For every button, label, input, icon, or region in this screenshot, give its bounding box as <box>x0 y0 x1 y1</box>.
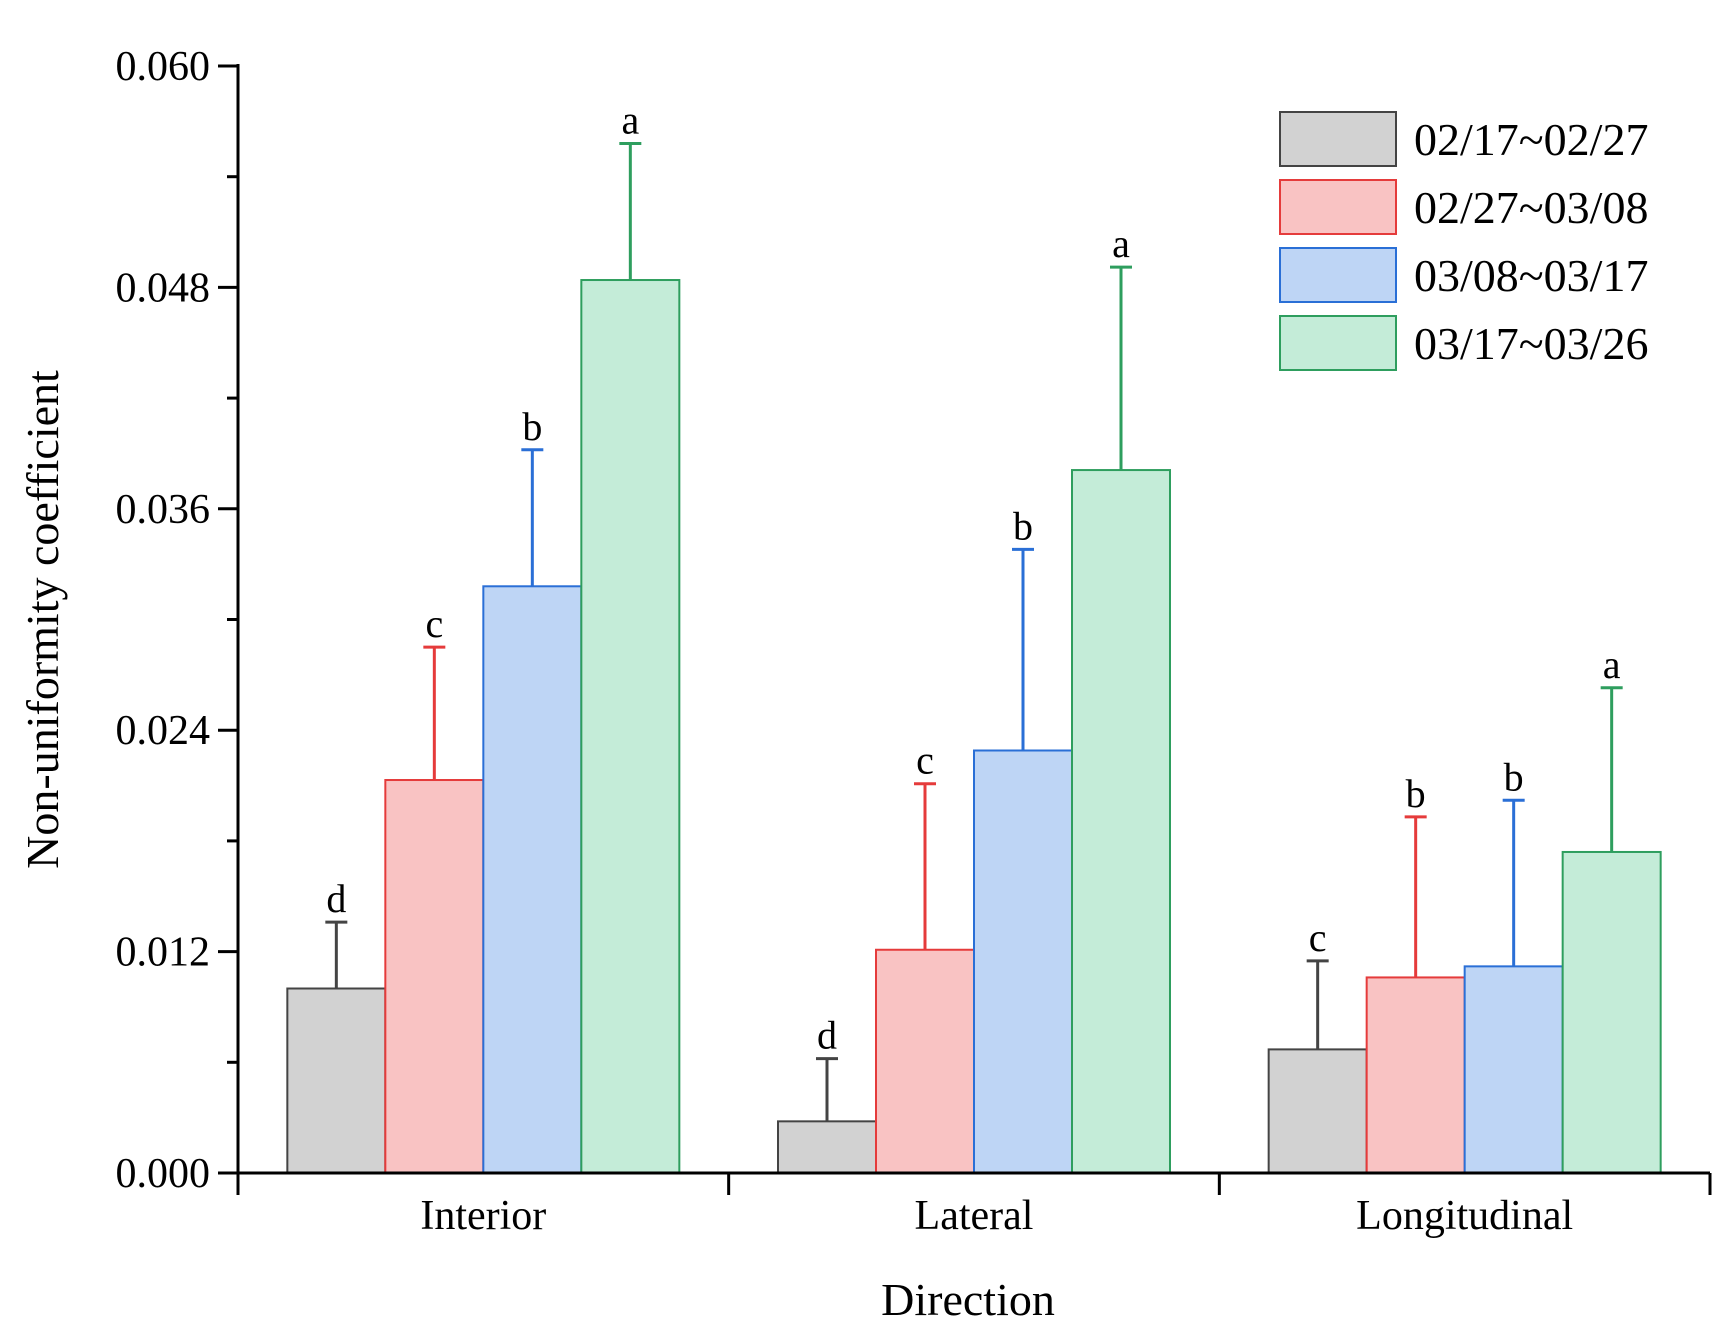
y-tick-label: 0.060 <box>116 44 211 90</box>
significance-letter: a <box>621 97 639 142</box>
error-bar-lateral-series-2 <box>914 782 936 950</box>
error-bar-longitudinal-series-4 <box>1600 686 1623 852</box>
bar-interior-series-2 <box>384 779 485 1174</box>
x-tick-label-lateral: Lateral <box>915 1193 1034 1239</box>
y-tick-label: 0.036 <box>116 487 211 533</box>
error-bar-interior-series-4 <box>619 141 642 281</box>
error-bar-interior-series-3 <box>521 448 544 587</box>
legend-swatch <box>1279 111 1397 167</box>
bar-longitudinal-series-2 <box>1365 976 1466 1174</box>
bar-interior-series-4 <box>580 279 681 1174</box>
significance-letter: c <box>1309 915 1327 960</box>
bars-layer <box>286 279 1662 1175</box>
axes-layer: 0.000 0.012 0.024 0.036 0.048 0.060 Interior La… <box>116 44 1712 1239</box>
error-bar-lateral-series-3 <box>1012 547 1034 751</box>
significance-letter: d <box>817 1013 837 1058</box>
legend: 02/17~02/27 02/27~03/08 03/08~03/17 03/17~0… <box>1279 111 1648 371</box>
bar-lateral-series-3 <box>973 749 1073 1174</box>
bar-lateral-series-1 <box>777 1120 877 1174</box>
error-bar-lateral-series-4 <box>1110 265 1132 471</box>
significance-letter: b <box>1406 771 1426 816</box>
bar-interior-series-1 <box>286 987 387 1174</box>
significance-letter: c <box>425 601 443 646</box>
error-bar-interior-series-1 <box>325 920 348 989</box>
bar-longitudinal-series-3 <box>1463 965 1564 1174</box>
legend-swatch <box>1279 179 1397 235</box>
y-axis-title: Non-uniformity coefficient <box>17 370 68 869</box>
significance-letter: d <box>326 876 346 921</box>
legend-entry-3: 03/08~03/17 <box>1279 247 1648 303</box>
significance-letter: a <box>1603 642 1621 687</box>
error-bar-interior-series-2 <box>423 645 446 781</box>
significance-letter: b <box>1504 754 1524 799</box>
x-tick-label-interior: Interior <box>420 1193 546 1239</box>
error-bar-longitudinal-series-3 <box>1502 798 1525 967</box>
significance-letter: b <box>1013 503 1033 548</box>
legend-swatch <box>1279 315 1397 371</box>
x-axis-title: Direction <box>881 1274 1055 1325</box>
legend-swatch <box>1279 247 1397 303</box>
significance-letters-layer: d c b a d c b a c b b a <box>326 97 1620 1057</box>
bar-longitudinal-series-4 <box>1561 850 1662 1174</box>
y-tick-label: 0.024 <box>116 708 211 754</box>
bar-interior-series-3 <box>482 585 583 1174</box>
legend-label: 02/17~02/27 <box>1414 114 1648 165</box>
legend-entry-4: 03/17~03/26 <box>1279 315 1648 371</box>
error-bar-lateral-series-1 <box>816 1057 838 1122</box>
significance-letter: c <box>916 738 934 783</box>
legend-label: 02/27~03/08 <box>1414 182 1648 233</box>
legend-label: 03/08~03/17 <box>1414 250 1648 301</box>
error-bars-layer <box>325 141 1623 1122</box>
y-tick-label: 0.048 <box>116 265 211 311</box>
legend-entry-1: 02/17~02/27 <box>1279 111 1648 167</box>
significance-letter: a <box>1112 221 1130 266</box>
y-tick-label: 0.012 <box>116 930 211 976</box>
significance-letter: b <box>522 404 542 449</box>
legend-label: 03/17~03/26 <box>1414 318 1648 369</box>
bar-lateral-series-2 <box>875 948 975 1174</box>
bar-longitudinal-series-1 <box>1267 1048 1368 1175</box>
error-bar-longitudinal-series-2 <box>1404 815 1427 978</box>
error-bar-longitudinal-series-1 <box>1306 959 1329 1050</box>
x-tick-label-longitudinal: Longitudinal <box>1356 1193 1573 1239</box>
bar-lateral-series-4 <box>1071 469 1171 1174</box>
legend-entry-2: 02/27~03/08 <box>1279 179 1648 235</box>
y-tick-label: 0.000 <box>116 1151 211 1197</box>
